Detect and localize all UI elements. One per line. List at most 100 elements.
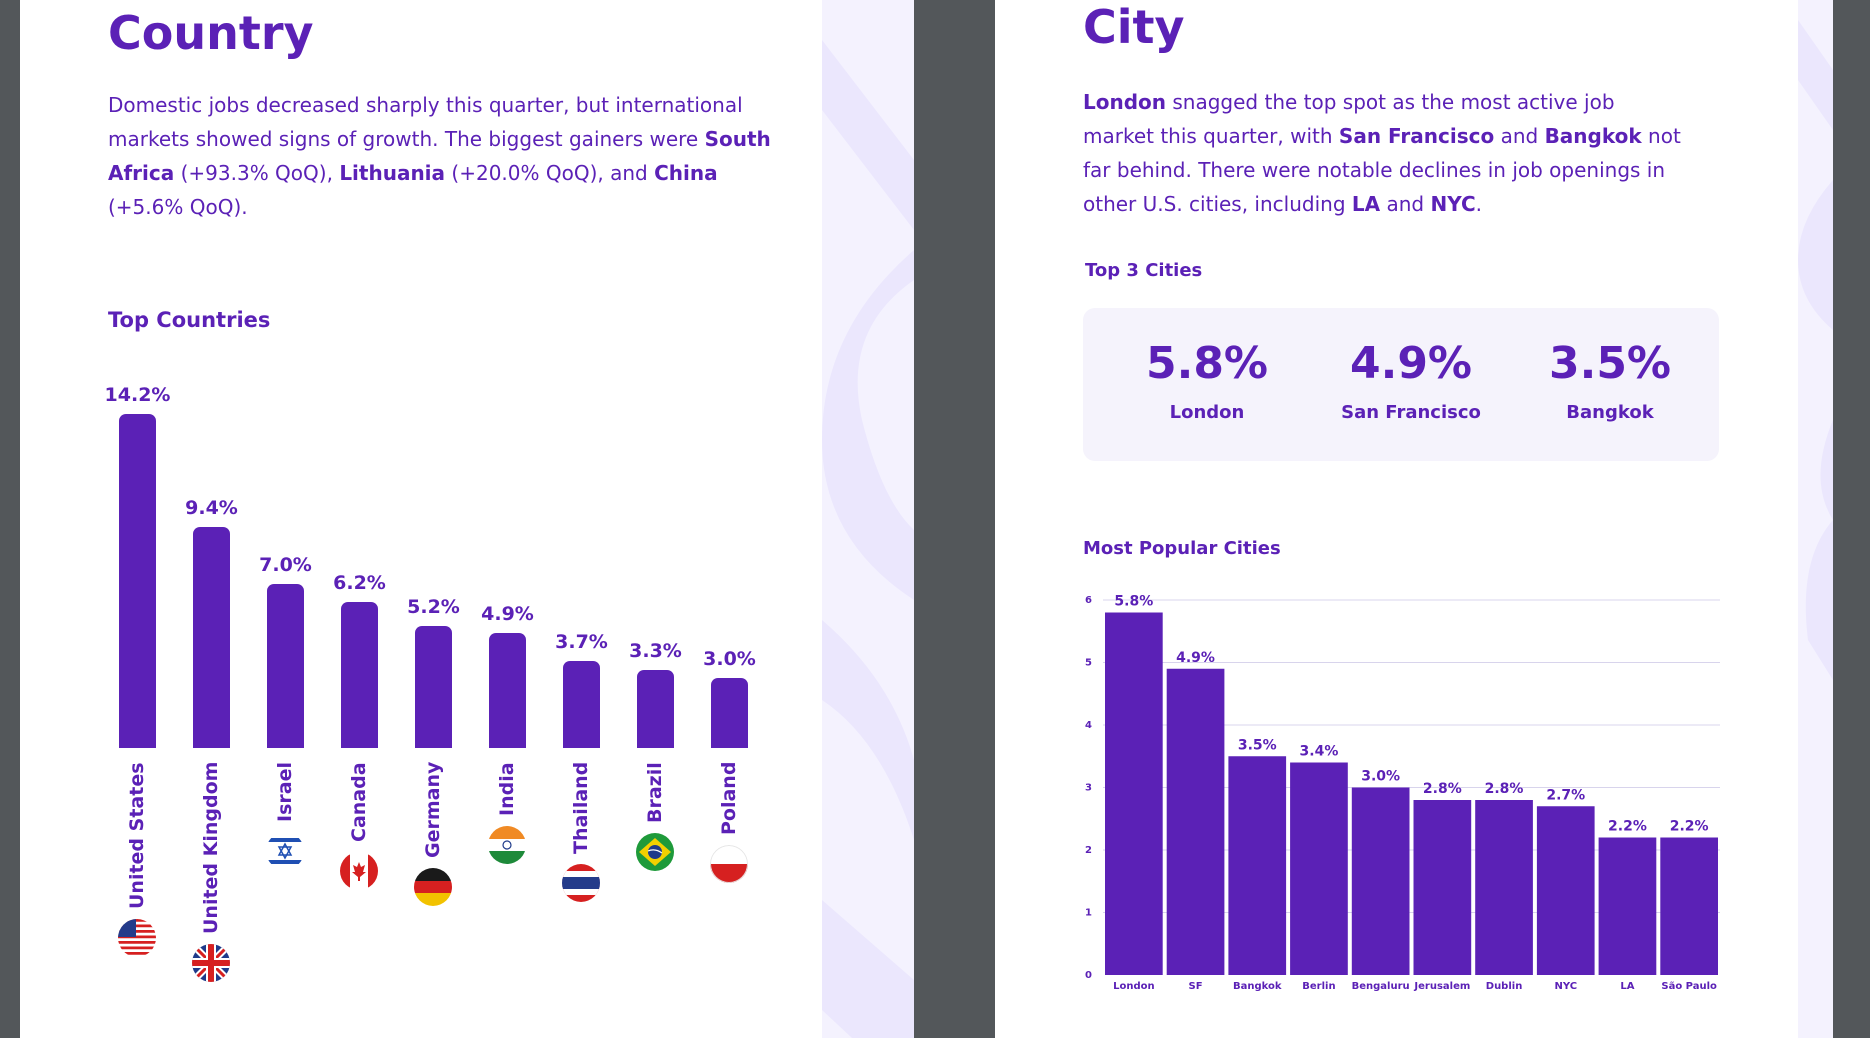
country-bar [563,661,600,748]
y-tick-label: 6 [1085,595,1092,606]
city-value-label: 3.0% [1361,769,1400,785]
top3-cities-panel: 5.8% London 4.9% San Francisco 3.5% Bang… [1083,308,1719,461]
flag-us-icon [118,919,156,957]
country-value-label: 3.7% [555,631,608,654]
city-para-text-4: Bangkok [1544,124,1642,148]
country-para-text-6: (+5.6% QoQ). [108,195,248,219]
most-popular-cities-title: Most Popular Cities [1083,538,1281,559]
city-para-text-5: not far behind. There were notable decli… [1083,124,1681,216]
country-para-text-5: China [654,161,718,185]
city-category-label: Jerusalem [1413,981,1470,992]
stat-label-san-francisco: San Francisco [1341,402,1481,423]
country-value-label: 3.3% [629,640,682,663]
city-value-label: 2.8% [1485,781,1524,797]
city-para-text-6: LA [1351,192,1381,216]
country-bar [193,527,230,748]
country-name-label: United Kingdom [199,761,222,934]
city-para-text-1: snagged the top spot as the most active … [1083,90,1615,148]
most-popular-cities-chart: 0 1 2 3 4 5 6 5.8% London 4.9% SF 3.5% Bangkok 3.4% Be… [1085,594,1720,992]
y-tick-label: 1 [1085,908,1092,919]
city-bar [1660,837,1718,975]
stat-value-bangkok: 3.5% [1548,338,1672,389]
city-value-label: 2.7% [1546,787,1585,803]
flag-poland-icon [710,845,748,883]
city-value-label: 2.2% [1608,819,1647,835]
country-value-label: 9.4% [185,497,238,520]
city-para-text-8: NYC [1430,192,1476,216]
country-value-label: 4.9% [481,602,534,625]
country-name-label: Poland [717,761,740,835]
country-value-label: 6.2% [333,572,386,595]
city-bar [1351,787,1410,975]
city-value-label: 3.5% [1238,737,1277,753]
flag-germany-icon [414,868,452,906]
city-value-label: 2.2% [1670,819,1709,835]
y-tick-label: 2 [1085,845,1092,856]
flag-canada-icon [340,852,378,890]
city-para-text-7: and [1380,192,1431,216]
country-value-label: 14.2% [104,384,171,407]
city-category-label: NYC [1554,981,1577,992]
country-bar [267,583,304,748]
country-bar [711,677,748,748]
stat-label-bangkok: Bangkok [1566,402,1654,423]
country-bar [415,625,452,748]
stat-value-san-francisco: 4.9% [1349,338,1473,389]
top3-cities-title: Top 3 Cities [1085,260,1203,281]
city-bar [1228,756,1287,975]
city-category-label: São Paulo [1661,981,1717,992]
city-category-label: LA [1620,981,1634,992]
flag-india-icon [488,826,526,864]
decorative-pattern [1798,0,1833,1038]
city-value-label: 5.8% [1114,594,1153,610]
country-bar [119,414,156,748]
city-page: City London snagged the top spot as the … [995,0,1798,1038]
country-bar [489,632,526,748]
country-name-label: Germany [421,761,444,858]
city-bar [1166,668,1225,975]
city-bar [1105,612,1163,975]
country-para-text-0: Domestic jobs decreased sharply this qua… [108,93,743,151]
city-value-label: 3.4% [1300,744,1339,760]
flag-brazil-icon [636,833,674,871]
city-para-text-3: and [1494,124,1545,148]
city-description: London snagged the top spot as the most … [1083,85,1683,221]
flag-uk-icon [192,944,230,982]
flag-thailand-icon [562,864,600,902]
city-category-label: SF [1189,981,1203,992]
country-bar [637,670,674,748]
flag-israel-icon [266,832,304,870]
country-title: Country [108,6,314,60]
country-name-label: Canada [347,762,370,842]
city-bar [1475,800,1533,975]
city-bar [1413,800,1472,975]
country-name-label: India [495,762,518,816]
city-para-text-0: London [1083,90,1167,114]
stat-label-london: London [1169,402,1245,423]
country-page: Country Domestic jobs decreased sharply … [20,0,822,1038]
country-description: Domestic jobs decreased sharply this qua… [108,88,778,224]
y-tick-label: 5 [1085,658,1092,669]
y-tick-label: 3 [1085,783,1092,794]
city-category-label: London [1113,981,1155,992]
country-bar [341,602,378,748]
city-category-label: Berlin [1302,981,1335,992]
y-tick-label: 4 [1085,720,1092,731]
city-bar [1598,837,1657,975]
city-category-label: Bengaluru [1352,981,1410,992]
country-para-text-3: Lithuania [339,161,446,185]
city-category-label: Dublin [1486,981,1523,992]
country-value-label: 7.0% [259,553,312,576]
city-value-label: 4.9% [1176,650,1215,666]
country-para-text-1: South Africa [108,127,771,185]
top-countries-title: Top Countries [108,308,271,332]
country-name-label: United States [125,762,148,909]
country-para-text-2: (+93.3% QoQ), [174,161,340,185]
country-name-label: Brazil [643,762,666,823]
city-bar [1536,806,1595,975]
y-tick-label: 0 [1085,970,1092,981]
country-value-label: 5.2% [407,595,460,618]
country-value-label: 3.0% [703,647,756,670]
country-name-label: Thailand [569,761,592,854]
city-bar [1290,762,1348,975]
